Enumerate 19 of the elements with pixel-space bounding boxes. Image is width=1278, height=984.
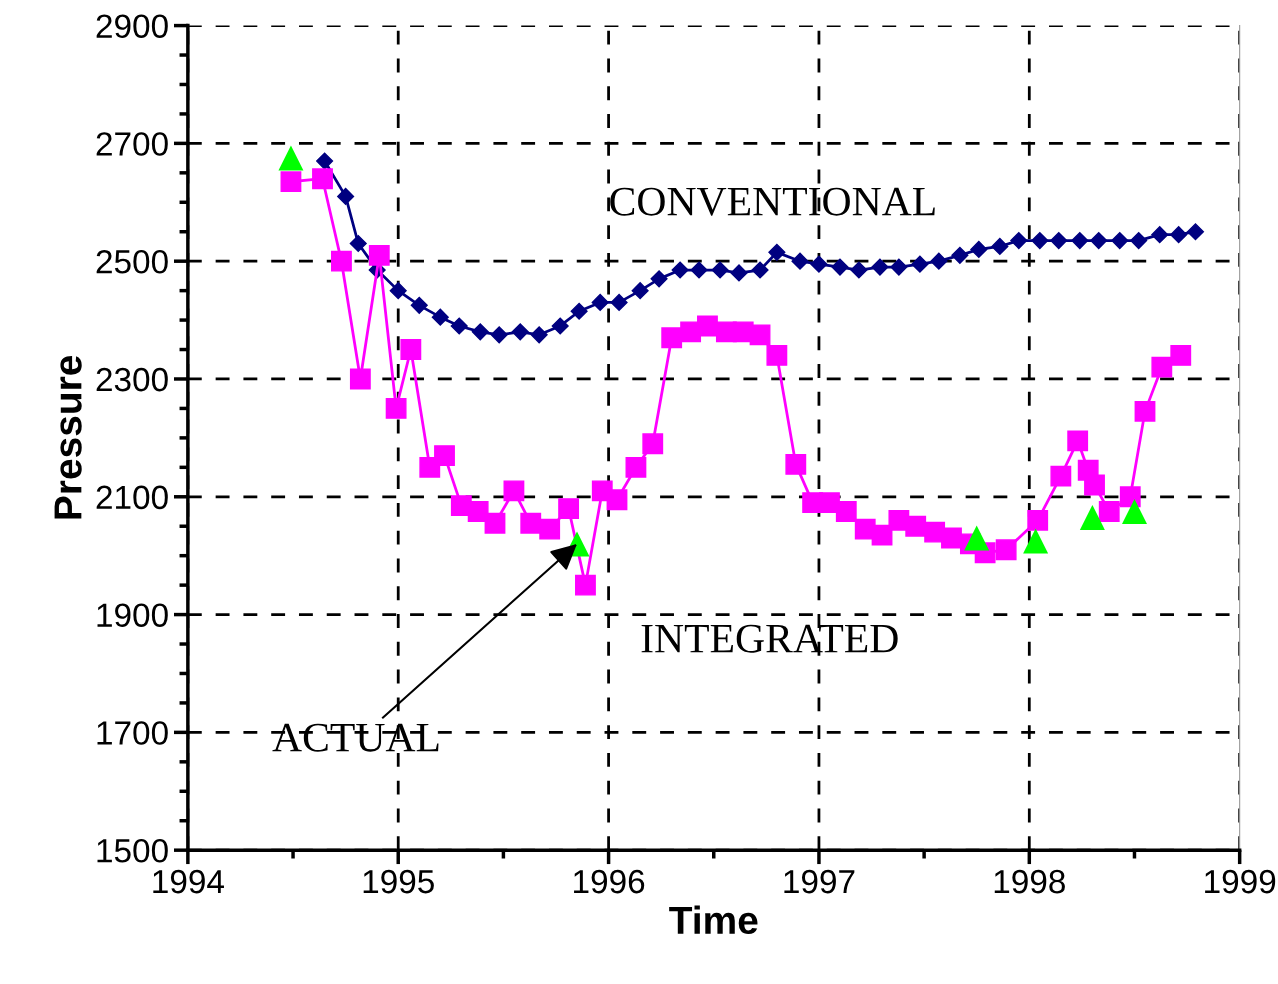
y-tick-label: 1900 xyxy=(97,603,168,627)
y-tick-label: 1500 xyxy=(97,838,168,863)
y-tick-label: 2100 xyxy=(96,485,168,510)
y-tick-label: 1700 xyxy=(97,721,168,745)
y-tick-label: 2500 xyxy=(96,249,168,274)
x-tick-label: 1996 xyxy=(574,869,645,894)
x-tick-label: 1995 xyxy=(363,869,434,894)
x-tick-label: 1998 xyxy=(994,869,1065,894)
annotation: ACTUAL xyxy=(272,723,439,752)
x-axis-title: Time xyxy=(669,905,758,935)
x-tick-label: 1994 xyxy=(153,869,224,894)
y-tick-label: 2700 xyxy=(96,132,168,156)
x-tick-label: 1997 xyxy=(784,869,855,894)
series-label: INTEGRATED xyxy=(641,624,898,653)
series-label: CONVENTIONAL xyxy=(610,187,935,216)
y-tick-label: 2900 xyxy=(96,14,168,38)
y-tick-label: 2300 xyxy=(96,367,168,392)
y-axis-title: Pressure xyxy=(54,355,82,519)
x-tick-label: 1999 xyxy=(1205,869,1276,894)
